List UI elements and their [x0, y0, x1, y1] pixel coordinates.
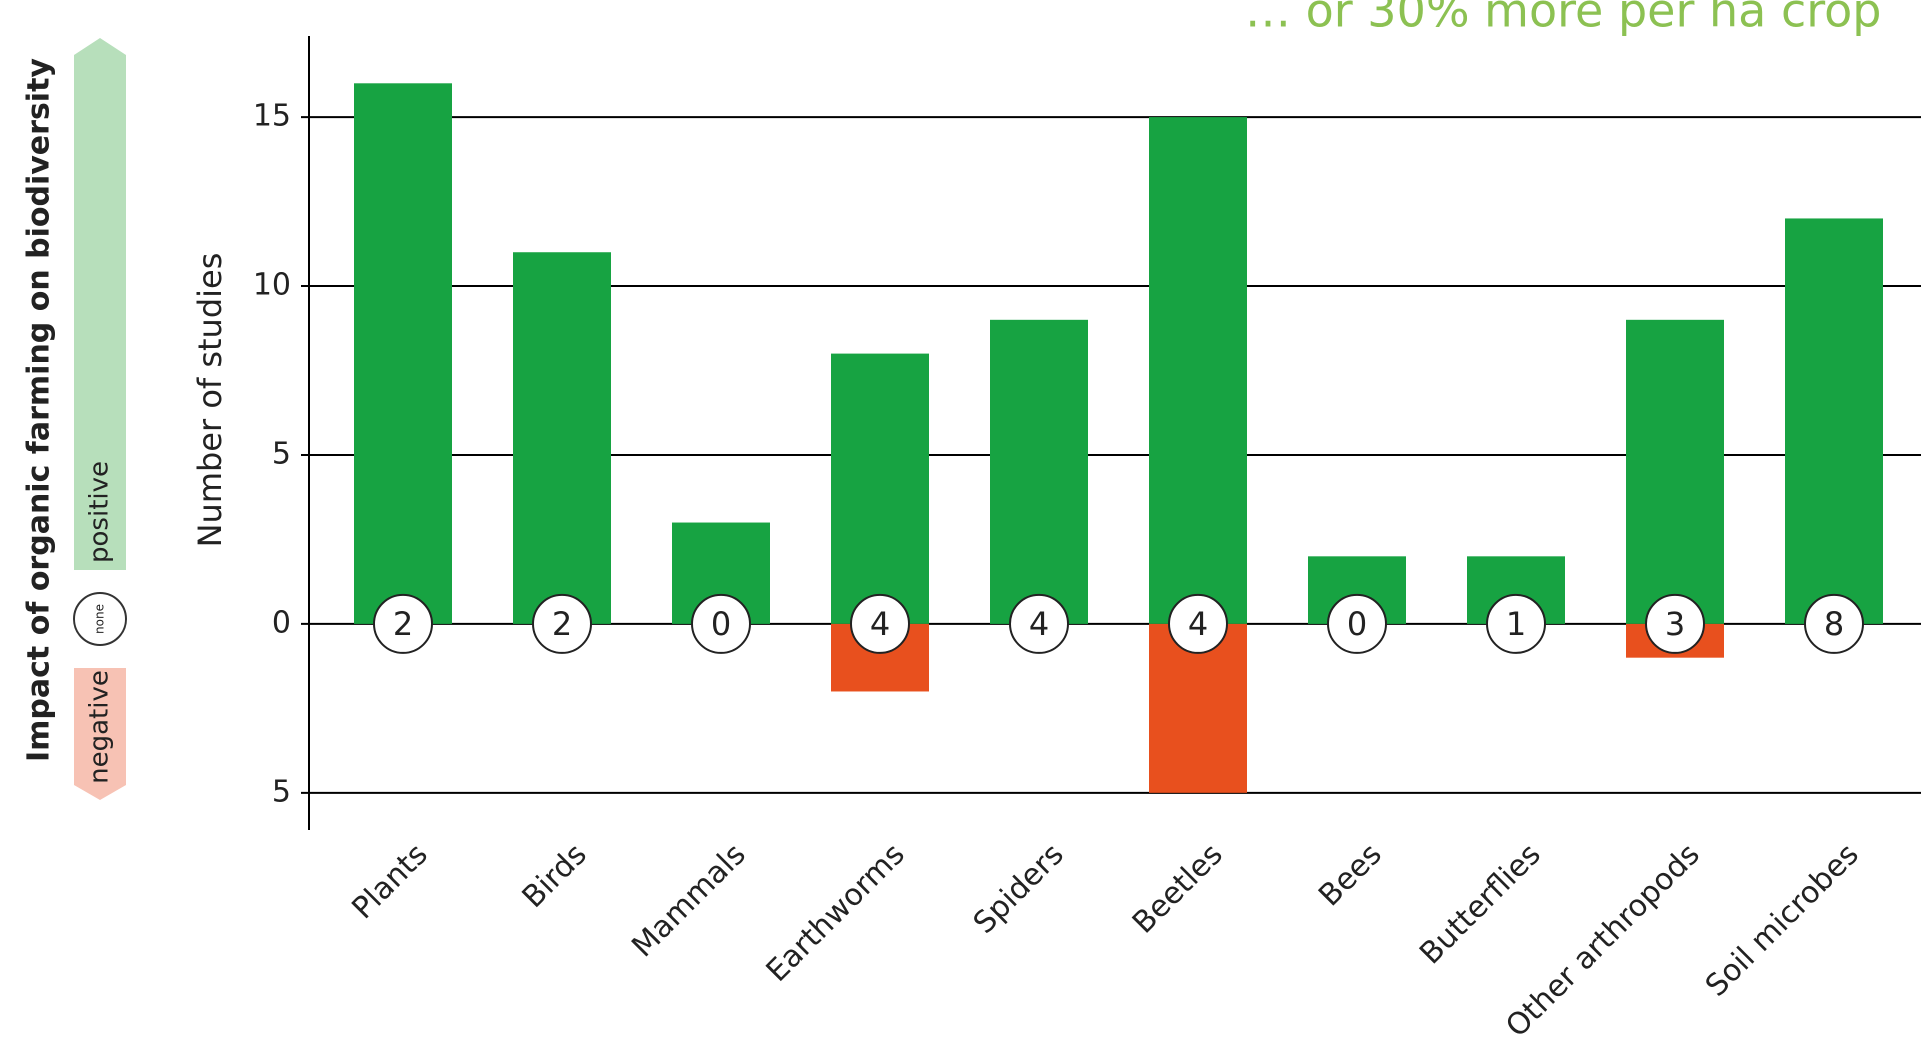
bar	[354, 83, 452, 624]
x-tick-label: Spiders	[967, 837, 1071, 941]
none-count: 8	[1824, 605, 1844, 643]
none-count: 4	[870, 605, 890, 643]
bar	[1785, 218, 1883, 623]
x-tick-label: Plants	[345, 837, 434, 926]
none-count: 3	[1665, 605, 1685, 643]
legend-positive: positive	[85, 461, 115, 563]
legend-title: Impact of organic farming on biodiversit…	[22, 58, 57, 762]
bar	[1149, 117, 1247, 624]
none-count: 2	[393, 605, 413, 643]
bar	[513, 252, 611, 624]
y-tick-label: 10	[253, 268, 291, 303]
none-count: 2	[552, 605, 572, 643]
none-count: 4	[1029, 605, 1049, 643]
x-tick-label: Birds	[516, 837, 594, 915]
x-tick-label: Soil microbes	[1699, 837, 1866, 1004]
none-label: none	[93, 604, 107, 634]
legend-negative: negative	[85, 670, 115, 784]
none-count: 0	[711, 605, 731, 643]
bar	[831, 354, 929, 624]
x-tick-label: Bees	[1312, 837, 1388, 913]
x-tick-label: Earthworms	[760, 837, 912, 989]
chart: … or 30% more per ha crop Number of stud…	[0, 0, 1921, 1054]
none-count: 1	[1506, 605, 1526, 643]
y-tick-label: 0	[272, 605, 291, 640]
none-count: 0	[1347, 605, 1367, 643]
x-tick-label: Beetles	[1126, 837, 1230, 941]
y-tick-label: 5	[272, 436, 291, 471]
page: … or 30% more per ha crop Number of stud…	[0, 0, 1921, 1054]
none-count: 4	[1188, 605, 1208, 643]
y-axis-label: Number of studies	[191, 253, 229, 548]
bar	[990, 320, 1088, 624]
bar	[1626, 320, 1724, 624]
x-tick-label: Butterflies	[1413, 837, 1548, 972]
y-tick-label: 5	[272, 774, 291, 809]
y-tick-label: 15	[253, 99, 291, 134]
x-tick-label: Mammals	[625, 837, 752, 964]
annotation: … or 30% more per ha crop	[1245, 0, 1881, 38]
